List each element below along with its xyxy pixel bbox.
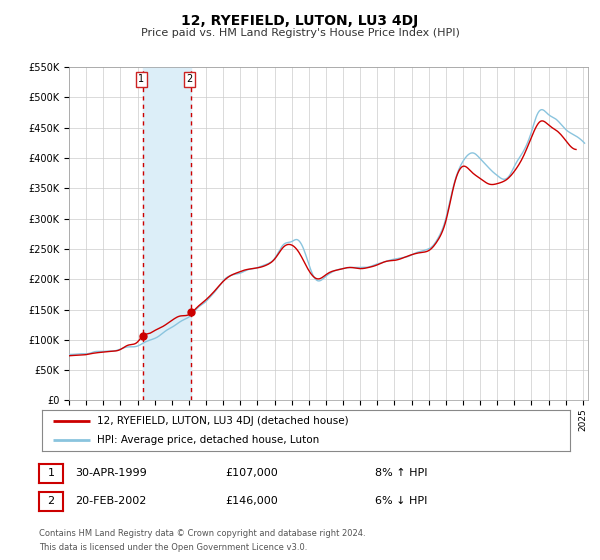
Bar — [143, 67, 191, 400]
Text: 20-FEB-2002: 20-FEB-2002 — [75, 496, 146, 506]
Text: 1: 1 — [139, 74, 145, 85]
Text: Contains HM Land Registry data © Crown copyright and database right 2024.: Contains HM Land Registry data © Crown c… — [39, 529, 365, 538]
Text: 30-APR-1999: 30-APR-1999 — [75, 468, 147, 478]
Text: 12, RYEFIELD, LUTON, LU3 4DJ (detached house): 12, RYEFIELD, LUTON, LU3 4DJ (detached h… — [97, 417, 349, 426]
Text: £146,000: £146,000 — [225, 496, 278, 506]
Text: 8% ↑ HPI: 8% ↑ HPI — [375, 468, 427, 478]
Text: 2: 2 — [47, 497, 55, 506]
Text: 12, RYEFIELD, LUTON, LU3 4DJ: 12, RYEFIELD, LUTON, LU3 4DJ — [181, 14, 419, 28]
Text: 6% ↓ HPI: 6% ↓ HPI — [375, 496, 427, 506]
Text: Price paid vs. HM Land Registry's House Price Index (HPI): Price paid vs. HM Land Registry's House … — [140, 28, 460, 38]
Text: 1: 1 — [47, 469, 55, 478]
Text: 2: 2 — [186, 74, 193, 85]
Text: HPI: Average price, detached house, Luton: HPI: Average price, detached house, Luto… — [97, 435, 320, 445]
Text: £107,000: £107,000 — [225, 468, 278, 478]
Text: This data is licensed under the Open Government Licence v3.0.: This data is licensed under the Open Gov… — [39, 543, 307, 552]
